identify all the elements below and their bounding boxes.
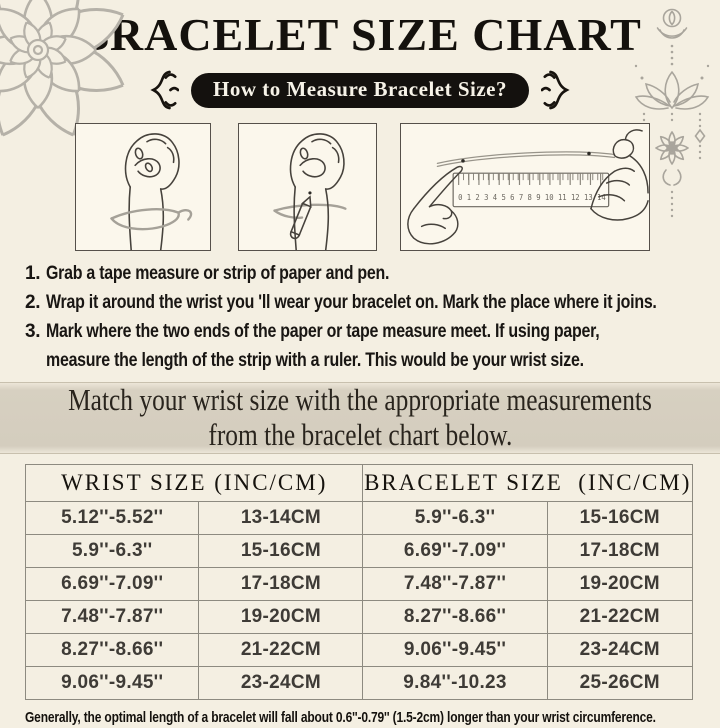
wrist-inch-cell: 6.69''-7.09''	[24, 567, 200, 601]
step-text: Mark where the two ends of the paper or …	[46, 321, 600, 371]
bracelet-cm-cell: 21-22CM	[546, 600, 694, 634]
page-title: BRACELET SIZE CHART	[78, 9, 642, 60]
wrist-cm-cell: 21-22CM	[198, 633, 364, 667]
step-number: 1.	[25, 263, 41, 284]
instruction-step-2: 2. Wrap it around the wrist you 'll wear…	[25, 288, 720, 317]
squiggle-left-icon	[150, 70, 179, 110]
bracelet-cm-cell: 17-18CM	[546, 534, 694, 568]
step-number: 2.	[25, 292, 41, 313]
bracelet-inch-cell: 7.48''-7.87''	[362, 567, 548, 601]
bracelet-size-header: BRACELET SIZE (INC/CM)	[362, 464, 693, 502]
wrist-inch-cell: 5.9''-6.3''	[24, 534, 200, 568]
wrist-inch-cell: 5.12''-5.52''	[24, 501, 200, 535]
bracelet-cm-cell: 19-20CM	[546, 567, 694, 601]
table-row: 7.48''-7.87'' 19-20CM 8.27''-8.66'' 21-2…	[24, 600, 694, 634]
banner-line-1: Match your wrist size with the appropria…	[68, 382, 652, 418]
bracelet-inch-cell: 6.69''-7.09''	[362, 534, 548, 568]
step-text: Wrap it around the wrist you 'll wear yo…	[46, 292, 657, 313]
table-row: 5.9''-6.3'' 15-16CM 6.69''-7.09'' 17-18C…	[24, 534, 694, 568]
squiggle-right-icon	[541, 70, 570, 110]
wrist-cm-cell: 13-14CM	[198, 501, 364, 535]
instruction-steps: 1. Grab a tape measure or strip of paper…	[25, 259, 720, 375]
wrist-cm-cell: 19-20CM	[198, 600, 364, 634]
wrist-inch-cell: 7.48''-7.87''	[24, 600, 200, 634]
match-banner: Match your wrist size with the appropria…	[0, 382, 720, 454]
hand-tape-illustration	[75, 123, 211, 251]
table-row: 8.27''-8.66'' 21-22CM 9.06''-9.45'' 23-2…	[24, 633, 694, 667]
bracelet-inch-cell: 9.84''-10.23	[362, 666, 548, 700]
bracelet-inch-cell: 9.06''-9.45''	[362, 633, 548, 667]
banner-line-2: from the bracelet chart below.	[208, 417, 512, 452]
ruler-measure-illustration: 0 1 2 3 4 5 6 7 8 9 10 11 12 13 14	[400, 123, 650, 251]
step-number: 3.	[25, 321, 41, 342]
size-table-header-row: WRIST SIZE (INC/CM) BRACELET SIZE (INC/C…	[24, 464, 693, 502]
footnote: Generally, the optimal length of a brace…	[25, 709, 656, 726]
table-row: 6.69''-7.09'' 17-18CM 7.48''-7.87'' 19-2…	[24, 567, 694, 601]
wrist-cm-cell: 17-18CM	[198, 567, 364, 601]
instruction-step-1: 1. Grab a tape measure or strip of paper…	[25, 259, 720, 288]
ruler-numbers: 0 1 2 3 4 5 6 7 8 9 10 11 12 13 14	[458, 193, 606, 202]
instruction-step-3: 3. Mark where the two ends of the paper …	[25, 317, 720, 375]
how-to-pill: How to Measure Bracelet Size?	[190, 72, 530, 108]
wrist-size-header: WRIST SIZE (INC/CM)	[24, 464, 364, 502]
step-text: Grab a tape measure or strip of paper an…	[46, 263, 390, 284]
illustration-row: 0 1 2 3 4 5 6 7 8 9 10 11 12 13 14	[0, 123, 720, 251]
bracelet-inch-cell: 8.27''-8.66''	[362, 600, 548, 634]
bracelet-inch-cell: 5.9''-6.3''	[362, 501, 548, 535]
wrist-inch-cell: 9.06''-9.45''	[24, 666, 200, 700]
table-row: 5.12''-5.52'' 13-14CM 5.9''-6.3'' 15-16C…	[24, 501, 694, 535]
how-to-ribbon: How to Measure Bracelet Size?	[0, 68, 720, 112]
bracelet-cm-cell: 15-16CM	[546, 501, 694, 535]
size-table: WRIST SIZE (INC/CM) BRACELET SIZE (INC/C…	[24, 464, 694, 700]
table-row: 9.06''-9.45'' 23-24CM 9.84''-10.23 25-26…	[24, 666, 694, 700]
bracelet-cm-cell: 25-26CM	[546, 666, 694, 700]
bracelet-cm-cell: 23-24CM	[546, 633, 694, 667]
wrist-inch-cell: 8.27''-8.66''	[24, 633, 200, 667]
wrist-cm-cell: 23-24CM	[198, 666, 364, 700]
wrist-cm-cell: 15-16CM	[198, 534, 364, 568]
how-to-pill-label: How to Measure Bracelet Size?	[212, 76, 508, 101]
hand-pen-illustration	[238, 123, 377, 251]
